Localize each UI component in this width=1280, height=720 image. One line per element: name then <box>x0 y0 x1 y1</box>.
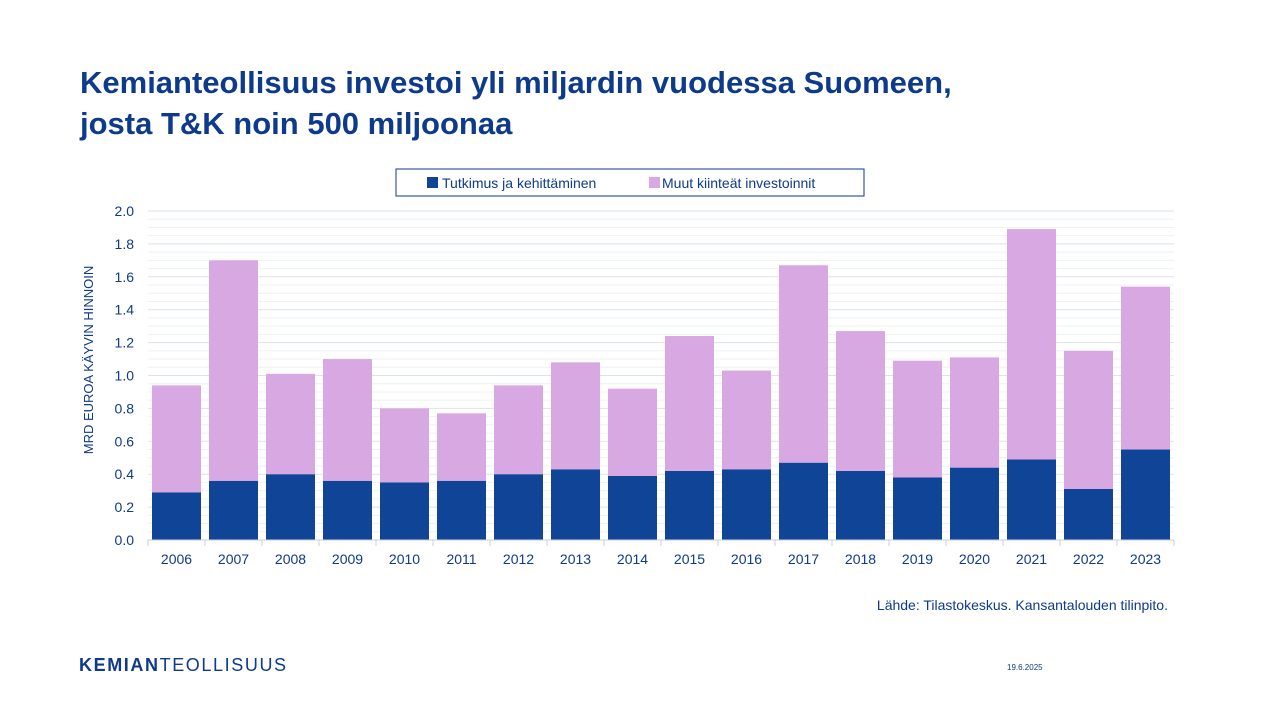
bar-segment-rd <box>836 470 885 540</box>
y-tick-label: 0.2 <box>115 499 135 515</box>
bar-segment-other <box>209 260 258 481</box>
bar-segment-other <box>608 388 657 476</box>
x-tick-label: 2007 <box>218 551 249 567</box>
x-tick-label: 2020 <box>959 551 990 567</box>
x-tick-label: 2012 <box>503 551 534 567</box>
x-tick-label: 2010 <box>389 551 420 567</box>
x-tick-label: 2013 <box>560 551 591 567</box>
x-tick-label: 2015 <box>674 551 705 567</box>
x-tick-label: 2019 <box>902 551 933 567</box>
x-tick-label: 2014 <box>617 551 648 567</box>
legend-label-rd: Tutkimus ja kehittäminen <box>442 175 596 191</box>
bar-segment-rd <box>266 474 315 540</box>
bar-segment-other <box>323 359 372 481</box>
source-note: Lähde: Tilastokeskus. Kansantalouden til… <box>876 597 1168 613</box>
bar-segment-other <box>722 370 771 470</box>
bar-segment-rd <box>1064 489 1113 540</box>
bar-segment-rd <box>437 480 486 540</box>
bar-segment-rd <box>893 477 942 540</box>
x-tick-label: 2017 <box>788 551 819 567</box>
bar-segment-rd <box>665 470 714 540</box>
y-tick-label: 0.8 <box>115 400 135 416</box>
bar-segment-other <box>494 385 543 475</box>
bar-segment-other <box>1007 229 1056 460</box>
y-tick-label: 0.4 <box>115 466 135 482</box>
bar-segment-other <box>893 360 942 478</box>
legend-box <box>395 168 865 197</box>
bar-segment-rd <box>608 475 657 540</box>
kemianteollisuus-logo: KEMIANTEOLLISUUS <box>79 655 288 676</box>
title-line-1: Kemianteollisuus investoi yli miljardin … <box>80 65 952 100</box>
slide-date: 19.6.2025 <box>1007 663 1043 672</box>
gridlines <box>148 210 1174 541</box>
bar-segment-rd <box>380 482 429 540</box>
x-tick-label: 2023 <box>1130 551 1161 567</box>
bar-segment-other <box>551 362 600 470</box>
logo-regular-part: TEOLLISUUS <box>159 655 288 675</box>
bars <box>152 229 1170 540</box>
y-axis-label: MRD EUROA KÄYVIN HINNOIN <box>81 266 96 455</box>
slide-title: Kemianteollisuus investoi yli miljardin … <box>80 62 1180 144</box>
y-tick-label: 2.0 <box>115 203 135 219</box>
y-tick-label: 1.8 <box>115 236 135 252</box>
legend: Tutkimus ja kehittäminen Muut kiinteät i… <box>395 168 865 197</box>
bar-segment-other <box>437 413 486 481</box>
y-tick-label: 1.6 <box>115 269 135 285</box>
bar-segment-rd <box>152 492 201 540</box>
x-tick-label: 2021 <box>1016 551 1047 567</box>
legend-swatch-other <box>649 177 660 188</box>
bar-segment-other <box>380 408 429 483</box>
bar-segment-rd <box>722 469 771 540</box>
bar-segment-other <box>779 265 828 463</box>
x-tick-label: 2009 <box>332 551 363 567</box>
bar-segment-other <box>950 357 999 468</box>
bar-segment-other <box>1121 286 1170 450</box>
x-tick-label: 2011 <box>446 551 476 567</box>
x-tick-label: 2016 <box>731 551 762 567</box>
logo-bold-part: KEMIAN <box>79 655 160 675</box>
bar-segment-rd <box>551 469 600 540</box>
y-axis: 0.0 0.2 0.4 0.6 0.8 1.0 1.2 1.4 1.6 1.8 2.0 <box>115 203 135 548</box>
title-line-2: josta T&K noin 500 miljoonaa <box>80 106 513 141</box>
bar-segment-rd <box>779 462 828 540</box>
bar-segment-other <box>836 331 885 471</box>
bar-segment-rd <box>494 474 543 540</box>
bar-segment-rd <box>323 480 372 540</box>
bar-segment-other <box>152 385 201 493</box>
bar-segment-other <box>665 336 714 471</box>
y-tick-label: 1.4 <box>115 302 135 318</box>
bar-segment-rd <box>1007 459 1056 540</box>
legend-label-other: Muut kiinteät investoinnit <box>662 175 815 191</box>
y-tick-label: 1.0 <box>115 368 135 384</box>
x-tick-label: 2022 <box>1073 551 1104 567</box>
x-tick-label: 2008 <box>275 551 306 567</box>
y-tick-label: 0.0 <box>115 532 135 548</box>
x-tick-label: 2006 <box>161 551 192 567</box>
x-axis: 2006 2007 2008 2009 2010 2011 2012 2013 2014 2015… <box>147 539 1175 567</box>
y-tick-label: 1.2 <box>115 335 135 351</box>
x-tick-label: 2018 <box>845 551 876 567</box>
bar-segment-other <box>266 373 315 475</box>
bar-segment-rd <box>950 467 999 540</box>
legend-swatch-rd <box>427 177 438 188</box>
bar-segment-rd <box>209 480 258 540</box>
bar-segment-rd <box>1121 449 1170 540</box>
y-tick-label: 0.6 <box>115 433 135 449</box>
bar-segment-other <box>1064 350 1113 490</box>
